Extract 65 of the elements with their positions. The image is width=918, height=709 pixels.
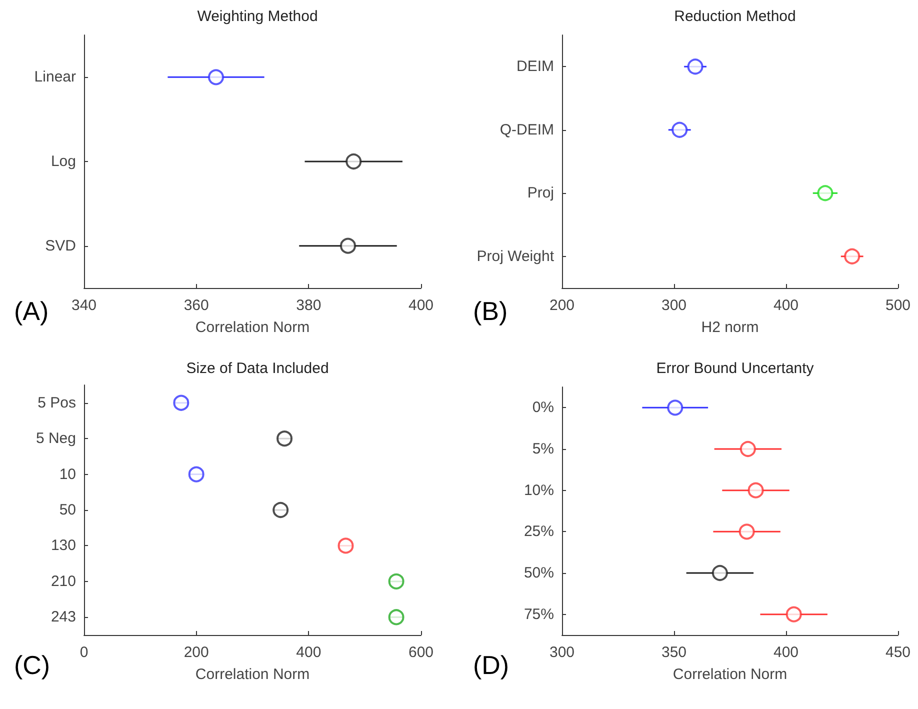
chart-title: Weighting Method <box>197 8 318 25</box>
point <box>667 400 684 416</box>
y-tick-label: 5 Pos <box>38 394 76 412</box>
point <box>272 502 289 518</box>
y-tick-label: Linear <box>34 68 76 86</box>
x-tick-label: 400 <box>773 297 799 314</box>
point <box>748 482 764 498</box>
point <box>188 466 204 482</box>
x-tick-label: 300 <box>661 297 687 314</box>
text: (B) <box>473 296 508 326</box>
x-axis-title: Correlation Norm <box>195 319 310 336</box>
point <box>786 606 802 622</box>
y-tick-label: Proj Weight <box>476 248 555 265</box>
x-axis-title: H2 norm <box>701 319 759 336</box>
point <box>388 609 404 626</box>
y-tick-label: 10 <box>59 466 76 483</box>
y-tick-label: Log <box>50 153 76 170</box>
y-tick-label: 243 <box>50 608 76 626</box>
y-tick-label: Proj <box>527 184 554 202</box>
text: (C) <box>14 650 50 680</box>
x-tick-label: 600 <box>408 644 434 661</box>
y-tick-label: SVD <box>45 237 76 254</box>
x-tick-label: 300 <box>549 644 575 661</box>
point <box>388 573 404 590</box>
x-tick-label: 200 <box>549 297 575 314</box>
y-tick-label: Q-DEIM <box>500 121 554 138</box>
x-axis-title: Correlation Norm <box>672 666 788 683</box>
y-tick-label: 50% <box>524 564 554 582</box>
chart-title: Size of Data Included <box>186 360 329 377</box>
point <box>276 430 293 447</box>
y-tick-label: DEIM <box>516 58 554 76</box>
y-tick-label: 50 <box>59 502 76 518</box>
x-tick-label: 450 <box>885 644 911 661</box>
point <box>844 248 860 264</box>
x-tick-label: 500 <box>885 297 911 314</box>
y-tick-label: 210 <box>50 572 76 590</box>
point <box>817 185 834 202</box>
x-tick-label: 400 <box>773 644 799 661</box>
x-tick-label: 360 <box>184 297 209 314</box>
x-tick-label: 400 <box>408 297 434 314</box>
x-tick-label: 400 <box>296 644 322 661</box>
x-tick-label: 340 <box>71 297 97 314</box>
y-tick-label: 25% <box>524 523 554 540</box>
point <box>738 524 755 540</box>
point <box>672 122 688 138</box>
y-tick-label: 0% <box>532 399 554 416</box>
text: (D) <box>473 650 510 680</box>
point <box>712 565 728 581</box>
x-axis-title: Correlation Norm <box>195 666 310 683</box>
x-tick-label: 200 <box>184 644 209 661</box>
text: (A) <box>14 296 49 326</box>
chart-title: Error Bound Uncertanty <box>656 360 814 377</box>
y-tick-label: 5 Neg <box>36 430 76 448</box>
y-tick-label: 10% <box>524 482 554 499</box>
y-tick-label: 130 <box>50 537 76 554</box>
y-tick-label: 75% <box>524 606 554 623</box>
chart-title: Reduction Method <box>674 8 796 25</box>
x-tick-label: 350 <box>661 644 687 661</box>
y-tick-label: 5% <box>532 440 554 458</box>
point <box>173 394 190 411</box>
point <box>740 441 756 457</box>
point <box>338 538 354 554</box>
x-tick-label: 0 <box>80 644 88 661</box>
x-tick-label: 380 <box>296 297 322 314</box>
point <box>687 58 704 75</box>
